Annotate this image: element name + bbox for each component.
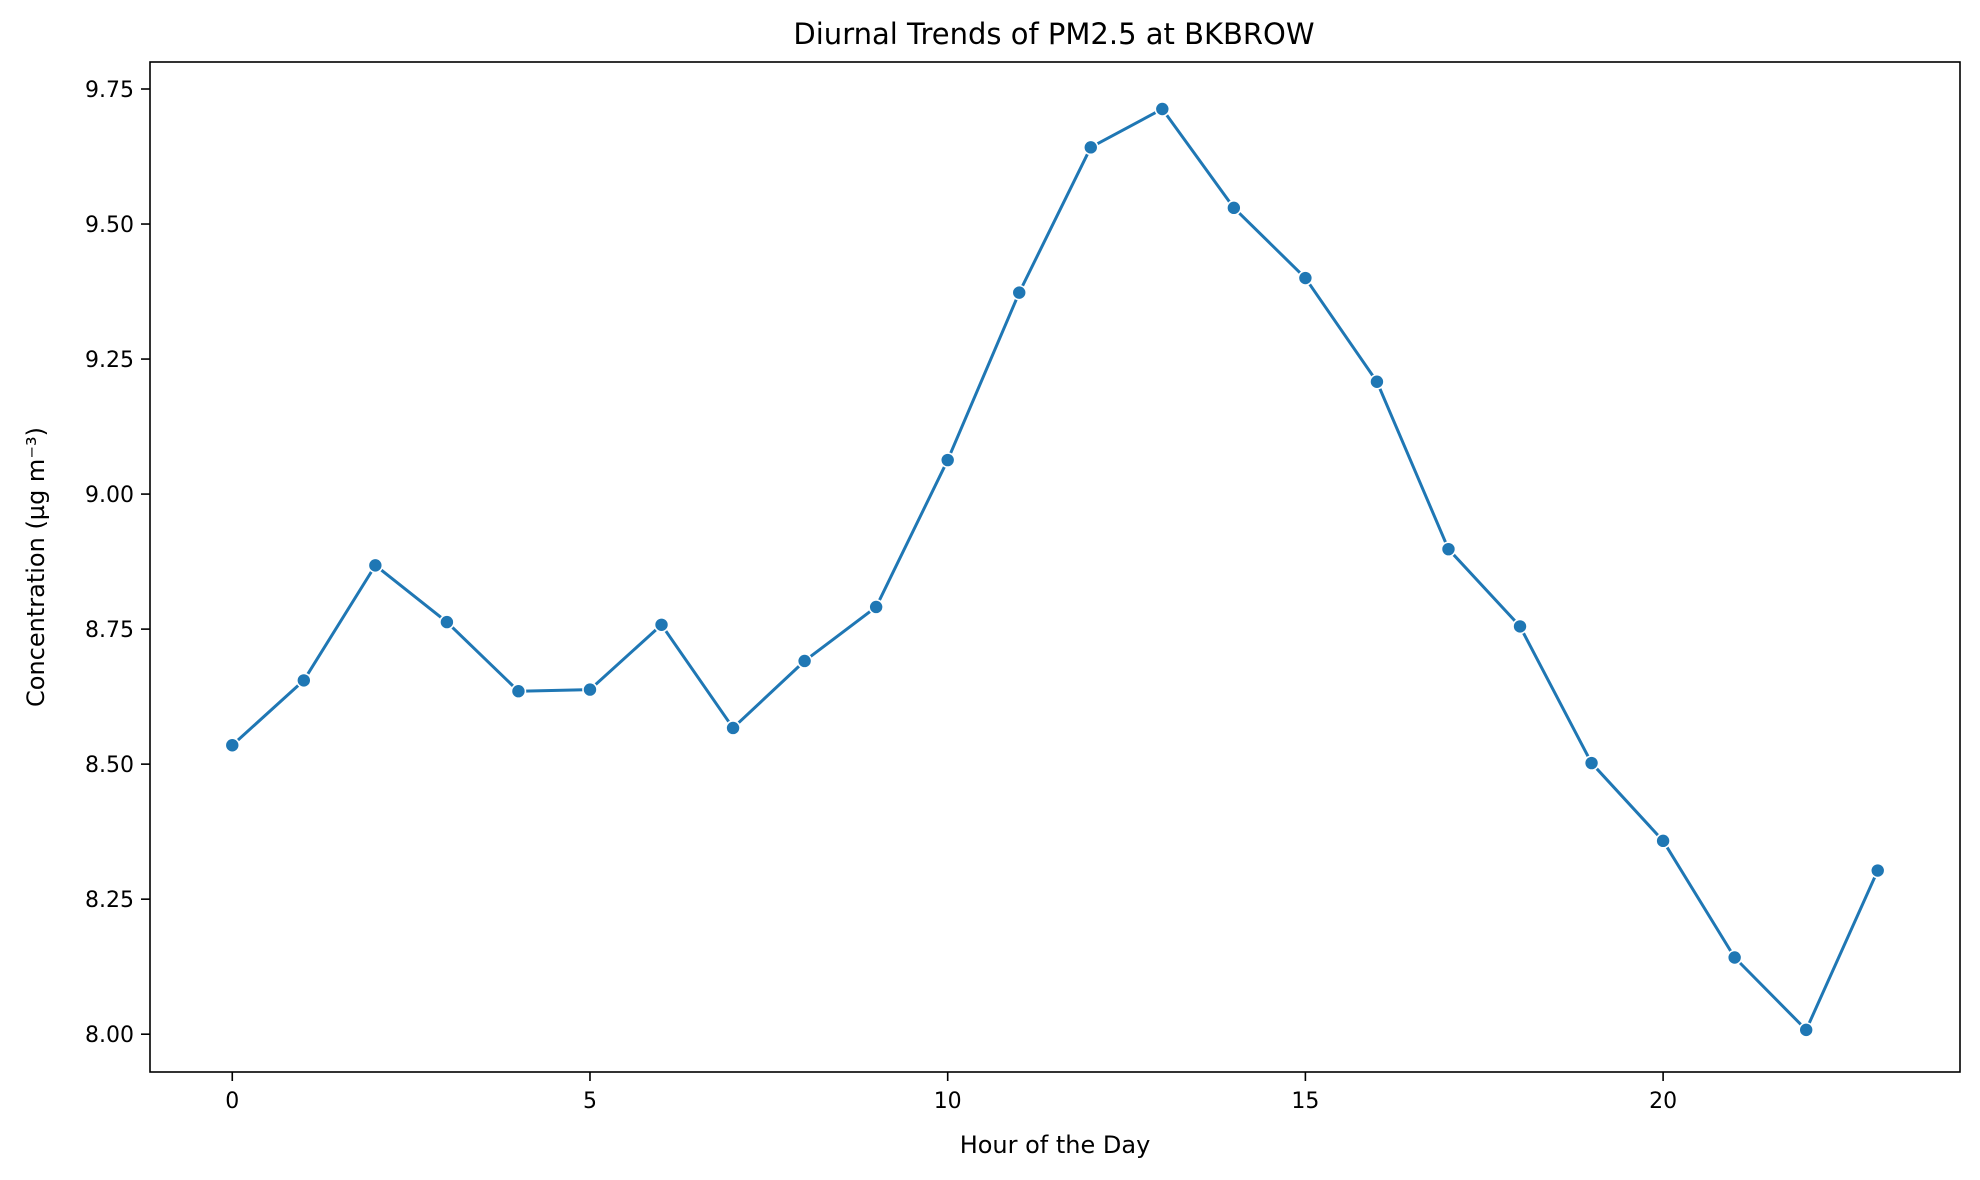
data-point	[1297, 270, 1314, 286]
data-point	[1226, 200, 1242, 216]
data-point	[1082, 139, 1099, 156]
y-axis-ticks: 8.00 8.25 8.50 8.75 9.00 9.25 9.50 9.75	[85, 78, 150, 1048]
data-point	[1798, 1022, 1814, 1038]
y-tick-label: 8.50	[85, 753, 134, 778]
data-point	[725, 720, 741, 736]
data-point	[1154, 101, 1171, 117]
x-tick-label: 0	[225, 1089, 239, 1114]
y-tick-label: 8.25	[85, 888, 134, 913]
data-point	[582, 681, 598, 698]
data-point	[1369, 373, 1385, 390]
x-axis-ticks: 0 5 10 15 20	[225, 1072, 1677, 1114]
data-point	[1655, 833, 1671, 849]
x-tick-label: 10	[934, 1089, 962, 1114]
data-point	[868, 599, 884, 615]
x-axis-label: Hour of the Day	[960, 1131, 1151, 1159]
data-point	[653, 616, 670, 633]
data-point	[510, 683, 527, 700]
x-tick-label: 15	[1291, 1089, 1319, 1114]
series-line	[230, 107, 1880, 1032]
data-point	[367, 557, 384, 574]
y-tick-label: 9.50	[85, 213, 134, 238]
x-tick-label: 20	[1649, 1089, 1677, 1114]
data-point	[939, 452, 956, 468]
data-point	[1583, 755, 1600, 771]
y-tick-label: 9.00	[85, 483, 134, 508]
plot-frame	[149, 61, 1961, 1073]
x-tick-label: 5	[583, 1089, 597, 1114]
data-point	[796, 653, 813, 669]
data-point	[1726, 949, 1743, 966]
plot-content	[224, 101, 1886, 1038]
data-point	[439, 614, 455, 630]
y-tick-label: 8.75	[85, 618, 134, 643]
data-point	[296, 672, 312, 689]
y-tick-label: 9.25	[85, 348, 134, 373]
y-tick-label: 8.00	[85, 1023, 134, 1048]
y-axis-label: Concentration (µg m⁻³)	[22, 427, 50, 707]
data-point	[1440, 541, 1457, 557]
data-point	[1869, 862, 1886, 879]
data-point	[224, 737, 241, 754]
y-tick-label: 9.75	[85, 78, 134, 103]
data-point	[1512, 618, 1528, 635]
data-point	[1011, 284, 1028, 301]
chart-title: Diurnal Trends of PM2.5 at BKBROW	[793, 17, 1314, 51]
